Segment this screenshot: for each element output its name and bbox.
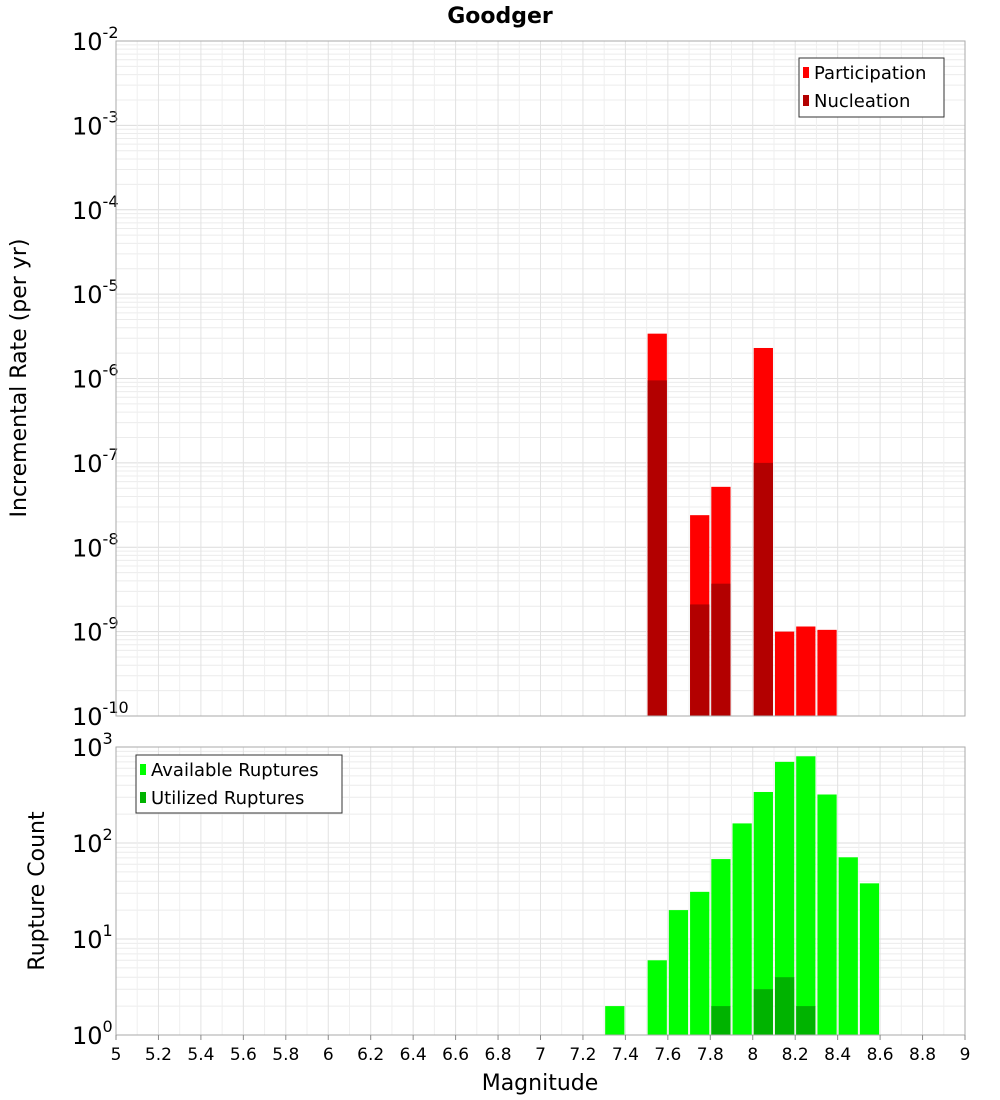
x-tick-label: 7 bbox=[535, 1045, 546, 1065]
x-tick-label: 5.2 bbox=[145, 1045, 172, 1065]
top-bar-participation bbox=[796, 626, 816, 716]
bottom-bar-utilized-ruptures bbox=[774, 977, 795, 1035]
x-tick-label: 7.2 bbox=[569, 1045, 596, 1065]
legend-swatch-nucleation bbox=[803, 95, 809, 106]
bottom-bar-available-ruptures bbox=[605, 1006, 625, 1035]
top-y-tick-label: 10-5 bbox=[72, 276, 119, 309]
top-y-tick-label: 10-6 bbox=[72, 361, 119, 394]
top-y-tick-label: 10-3 bbox=[72, 107, 119, 140]
bottom-bar-utilized-ruptures bbox=[753, 989, 773, 1035]
bottom-legend: Available Ruptures Utilized Ruptures bbox=[135, 754, 343, 814]
bottom-bar-available-ruptures bbox=[711, 859, 731, 1035]
bottom-bar-available-ruptures bbox=[647, 960, 667, 1035]
bottom-bar-available-ruptures bbox=[859, 883, 880, 1035]
bottom-y-axis-title: Rupture Count bbox=[25, 811, 50, 971]
x-tick-label: 6.4 bbox=[400, 1045, 427, 1065]
bottom-y-tick-label: 101 bbox=[72, 921, 113, 954]
top-legend: Participation Nucleation bbox=[798, 57, 945, 118]
top-bars bbox=[647, 333, 837, 716]
x-tick-label: 8.4 bbox=[824, 1045, 851, 1065]
top-y-axis-title: Incremental Rate (per yr) bbox=[7, 239, 32, 518]
top-bar-nucleation bbox=[647, 380, 667, 716]
top-grid bbox=[115, 40, 966, 717]
x-tick-label: 8 bbox=[747, 1045, 758, 1065]
top-y-tick-label: 10-4 bbox=[72, 192, 119, 225]
top-y-tick-label: 10-8 bbox=[72, 529, 119, 562]
bottom-bar-available-ruptures bbox=[796, 756, 816, 1035]
x-axis-ticks: 5 5.2 5.4 5.6 5.8 6 6.2 6.4 6.6 6.8 7 7.2 7.4 7.6 7.8 8… bbox=[111, 1035, 971, 1065]
x-tick-label: 6 bbox=[323, 1045, 334, 1065]
top-legend-box bbox=[798, 57, 945, 118]
legend-swatch-utilized bbox=[140, 792, 146, 803]
x-tick-label: 8.8 bbox=[909, 1045, 936, 1065]
top-bar-participation bbox=[817, 629, 837, 716]
top-panel: 10-10 10-9 10-8 10-7 10-6 10-5 10-4 10-3 10-2 In… bbox=[7, 23, 966, 731]
top-y-tick-label: 10-2 bbox=[72, 23, 119, 56]
top-y-ticks: 10-10 10-9 10-8 10-7 10-6 10-5 10-4 10-3 10-2 bbox=[72, 23, 129, 731]
x-tick-label: 6.2 bbox=[357, 1045, 384, 1065]
chart-title: Goodger bbox=[447, 4, 553, 29]
legend-swatch-available bbox=[140, 764, 146, 775]
bottom-y-tick-label: 102 bbox=[72, 825, 113, 858]
top-bar-nucleation bbox=[753, 462, 773, 716]
bottom-bar-available-ruptures bbox=[838, 857, 858, 1035]
bottom-y-tick-label: 100 bbox=[72, 1017, 113, 1050]
bottom-panel: 100 101 102 103 Rupture Count Available Rup… bbox=[25, 729, 966, 1050]
legend-swatch-participation bbox=[803, 67, 809, 78]
top-frame bbox=[115, 40, 966, 717]
x-tick-label: 8.2 bbox=[782, 1045, 809, 1065]
bottom-bar-utilized-ruptures bbox=[711, 1006, 731, 1035]
x-tick-label: 7.6 bbox=[654, 1045, 681, 1065]
top-bar-nucleation bbox=[690, 604, 710, 716]
bottom-y-ticks: 100 101 102 103 bbox=[72, 729, 113, 1050]
legend-label-participation: Participation bbox=[814, 63, 926, 84]
x-tick-label: 6.6 bbox=[442, 1045, 469, 1065]
top-y-tick-label: 10-7 bbox=[72, 445, 119, 478]
bottom-bar-available-ruptures bbox=[732, 823, 752, 1035]
x-tick-label: 5.6 bbox=[230, 1045, 257, 1065]
x-tick-label: 7.4 bbox=[612, 1045, 639, 1065]
legend-label-nucleation: Nucleation bbox=[814, 91, 910, 112]
bottom-bar-available-ruptures bbox=[817, 794, 837, 1035]
top-y-tick-label: 10-9 bbox=[72, 614, 119, 647]
top-bar-participation bbox=[774, 631, 795, 716]
x-tick-label: 5.4 bbox=[187, 1045, 214, 1065]
bottom-bars bbox=[605, 756, 880, 1035]
x-axis-title: Magnitude bbox=[482, 1071, 599, 1096]
bottom-bar-available-ruptures bbox=[753, 791, 773, 1035]
bottom-legend-box bbox=[135, 754, 343, 814]
bottom-bar-available-ruptures bbox=[690, 891, 710, 1035]
x-tick-label: 7.8 bbox=[697, 1045, 724, 1065]
legend-label-available: Available Ruptures bbox=[151, 760, 319, 781]
bottom-bar-available-ruptures bbox=[668, 910, 689, 1035]
x-tick-label: 8.6 bbox=[867, 1045, 894, 1065]
top-bar-nucleation bbox=[711, 583, 731, 716]
legend-label-utilized: Utilized Ruptures bbox=[151, 788, 304, 809]
bottom-bar-utilized-ruptures bbox=[796, 1006, 816, 1035]
bottom-bar-available-ruptures bbox=[774, 761, 795, 1035]
x-tick-label: 5.8 bbox=[272, 1045, 299, 1065]
top-y-tick-label: 10-10 bbox=[72, 698, 129, 731]
bottom-y-tick-label: 103 bbox=[72, 729, 113, 762]
x-tick-label: 5 bbox=[111, 1045, 122, 1065]
x-tick-label: 6.8 bbox=[485, 1045, 512, 1065]
x-tick-label: 9 bbox=[960, 1045, 971, 1065]
